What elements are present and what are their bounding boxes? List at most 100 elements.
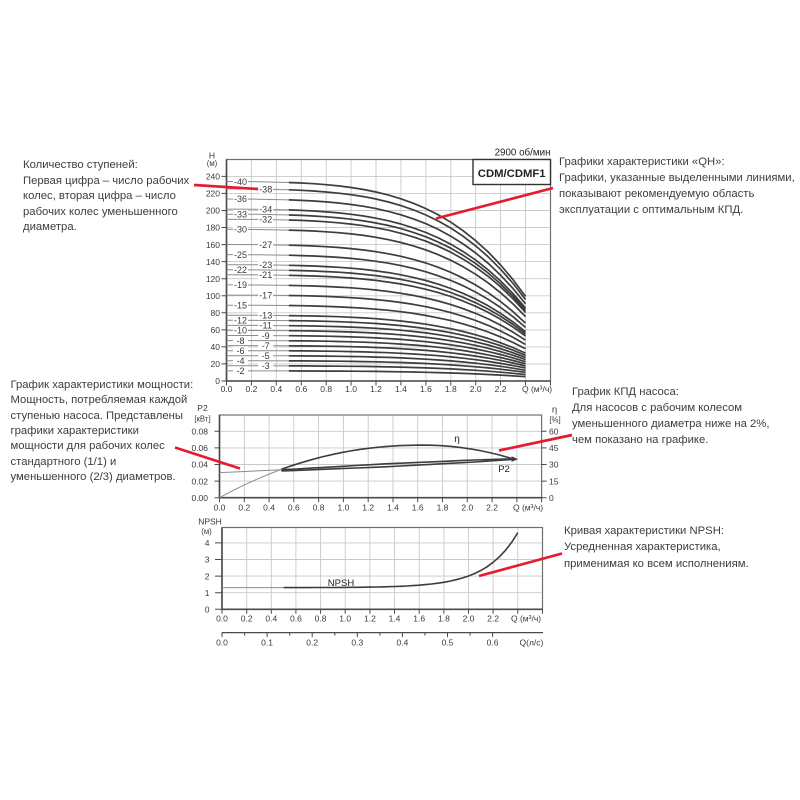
- svg-text:140: 140: [206, 257, 220, 267]
- svg-text:P2: P2: [197, 403, 208, 413]
- svg-text:0.2: 0.2: [306, 638, 318, 648]
- svg-text:(м): (м): [207, 159, 218, 168]
- svg-text:0.04: 0.04: [191, 460, 208, 470]
- svg-text:2.2: 2.2: [486, 503, 498, 513]
- svg-text:-34: -34: [259, 205, 272, 215]
- svg-text:2: 2: [205, 571, 210, 581]
- svg-text:-7: -7: [262, 341, 270, 351]
- svg-text:0.4: 0.4: [265, 614, 277, 624]
- svg-text:Q(л/с): Q(л/с): [520, 638, 544, 648]
- svg-text:1.4: 1.4: [387, 503, 399, 513]
- svg-text:1.0: 1.0: [337, 503, 349, 513]
- svg-text:0.0: 0.0: [216, 638, 228, 648]
- svg-text:1.0: 1.0: [339, 614, 351, 624]
- svg-text:1.0: 1.0: [345, 384, 357, 394]
- svg-text:-3: -3: [262, 361, 270, 371]
- svg-text:P2: P2: [498, 464, 510, 475]
- svg-text:[%]: [%]: [549, 416, 560, 425]
- svg-text:0.2: 0.2: [241, 614, 253, 624]
- svg-text:0.00: 0.00: [191, 493, 208, 503]
- svg-text:0.02: 0.02: [191, 476, 208, 486]
- svg-text:1.2: 1.2: [370, 384, 382, 394]
- svg-text:80: 80: [211, 308, 221, 318]
- svg-text:Q (м³/ч): Q (м³/ч): [511, 614, 541, 624]
- svg-text:0.0: 0.0: [221, 384, 233, 394]
- svg-text:[кВт]: [кВт]: [194, 415, 210, 424]
- svg-text:0.0: 0.0: [216, 614, 228, 624]
- svg-text:-38: -38: [259, 184, 272, 194]
- svg-text:-11: -11: [260, 321, 272, 331]
- svg-text:-13: -13: [259, 311, 272, 321]
- svg-text:-40: -40: [234, 177, 247, 187]
- svg-text:2.0: 2.0: [461, 503, 473, 513]
- svg-text:0.4: 0.4: [270, 384, 282, 394]
- svg-text:-8: -8: [236, 336, 244, 346]
- svg-text:1.4: 1.4: [395, 384, 407, 394]
- svg-text:-33: -33: [234, 209, 247, 219]
- svg-text:NPSH: NPSH: [328, 578, 355, 589]
- svg-text:1.6: 1.6: [420, 384, 432, 394]
- svg-text:1.2: 1.2: [362, 503, 374, 513]
- svg-text:-9: -9: [262, 331, 270, 341]
- svg-text:-5: -5: [262, 351, 270, 361]
- svg-text:-32: -32: [259, 215, 272, 225]
- svg-text:120: 120: [206, 274, 220, 284]
- svg-text:-30: -30: [234, 225, 247, 235]
- svg-text:0.4: 0.4: [263, 503, 275, 513]
- svg-text:0.3: 0.3: [351, 638, 363, 648]
- svg-text:η: η: [552, 405, 557, 416]
- svg-text:4: 4: [205, 538, 210, 548]
- svg-text:0.0: 0.0: [214, 503, 226, 513]
- svg-text:0: 0: [215, 376, 220, 386]
- svg-text:1.2: 1.2: [364, 614, 376, 624]
- svg-text:0.08: 0.08: [191, 427, 208, 437]
- svg-text:1: 1: [205, 588, 210, 598]
- svg-text:-22: -22: [234, 265, 247, 275]
- svg-text:0.8: 0.8: [320, 384, 332, 394]
- svg-text:Q (м³/ч): Q (м³/ч): [513, 503, 543, 513]
- svg-text:20: 20: [211, 359, 221, 369]
- svg-text:-19: -19: [234, 280, 247, 290]
- svg-text:1.4: 1.4: [389, 614, 401, 624]
- svg-text:(м): (м): [201, 527, 212, 536]
- svg-text:-10: -10: [234, 326, 247, 336]
- svg-text:-15: -15: [234, 300, 247, 310]
- svg-text:45: 45: [549, 443, 559, 453]
- svg-text:0: 0: [205, 605, 210, 615]
- svg-text:-4: -4: [236, 356, 244, 366]
- svg-text:H: H: [209, 151, 215, 161]
- svg-text:η: η: [454, 434, 460, 445]
- svg-text:0.6: 0.6: [290, 614, 302, 624]
- svg-text:60: 60: [549, 427, 559, 437]
- svg-text:-27: -27: [259, 240, 272, 250]
- svg-text:0.6: 0.6: [487, 638, 499, 648]
- svg-text:-17: -17: [259, 290, 272, 300]
- svg-text:0: 0: [549, 493, 554, 503]
- svg-text:NPSH: NPSH: [198, 517, 222, 527]
- svg-text:15: 15: [549, 476, 559, 486]
- svg-text:3: 3: [205, 555, 210, 565]
- svg-text:0.8: 0.8: [315, 614, 327, 624]
- svg-text:-21: -21: [259, 270, 272, 280]
- svg-text:0.6: 0.6: [288, 503, 300, 513]
- svg-text:0.8: 0.8: [313, 503, 325, 513]
- svg-text:-23: -23: [259, 260, 272, 270]
- svg-text:0.4: 0.4: [396, 638, 408, 648]
- svg-text:0.6: 0.6: [295, 384, 307, 394]
- svg-text:220: 220: [206, 189, 220, 199]
- svg-text:-12: -12: [234, 316, 247, 326]
- svg-text:1.8: 1.8: [437, 503, 449, 513]
- svg-text:0.5: 0.5: [442, 638, 454, 648]
- svg-text:-2: -2: [236, 366, 244, 376]
- svg-text:240: 240: [206, 172, 220, 182]
- svg-text:0.2: 0.2: [238, 503, 250, 513]
- svg-text:1.8: 1.8: [438, 614, 450, 624]
- svg-text:2.2: 2.2: [487, 614, 499, 624]
- svg-text:1.8: 1.8: [445, 384, 457, 394]
- svg-text:-25: -25: [234, 250, 247, 260]
- svg-text:30: 30: [549, 460, 559, 470]
- svg-text:CDM/CDMF1: CDM/CDMF1: [478, 168, 546, 180]
- svg-text:0.06: 0.06: [191, 443, 208, 453]
- svg-text:Q (м³/ч): Q (м³/ч): [522, 384, 552, 394]
- svg-text:-36: -36: [234, 194, 247, 204]
